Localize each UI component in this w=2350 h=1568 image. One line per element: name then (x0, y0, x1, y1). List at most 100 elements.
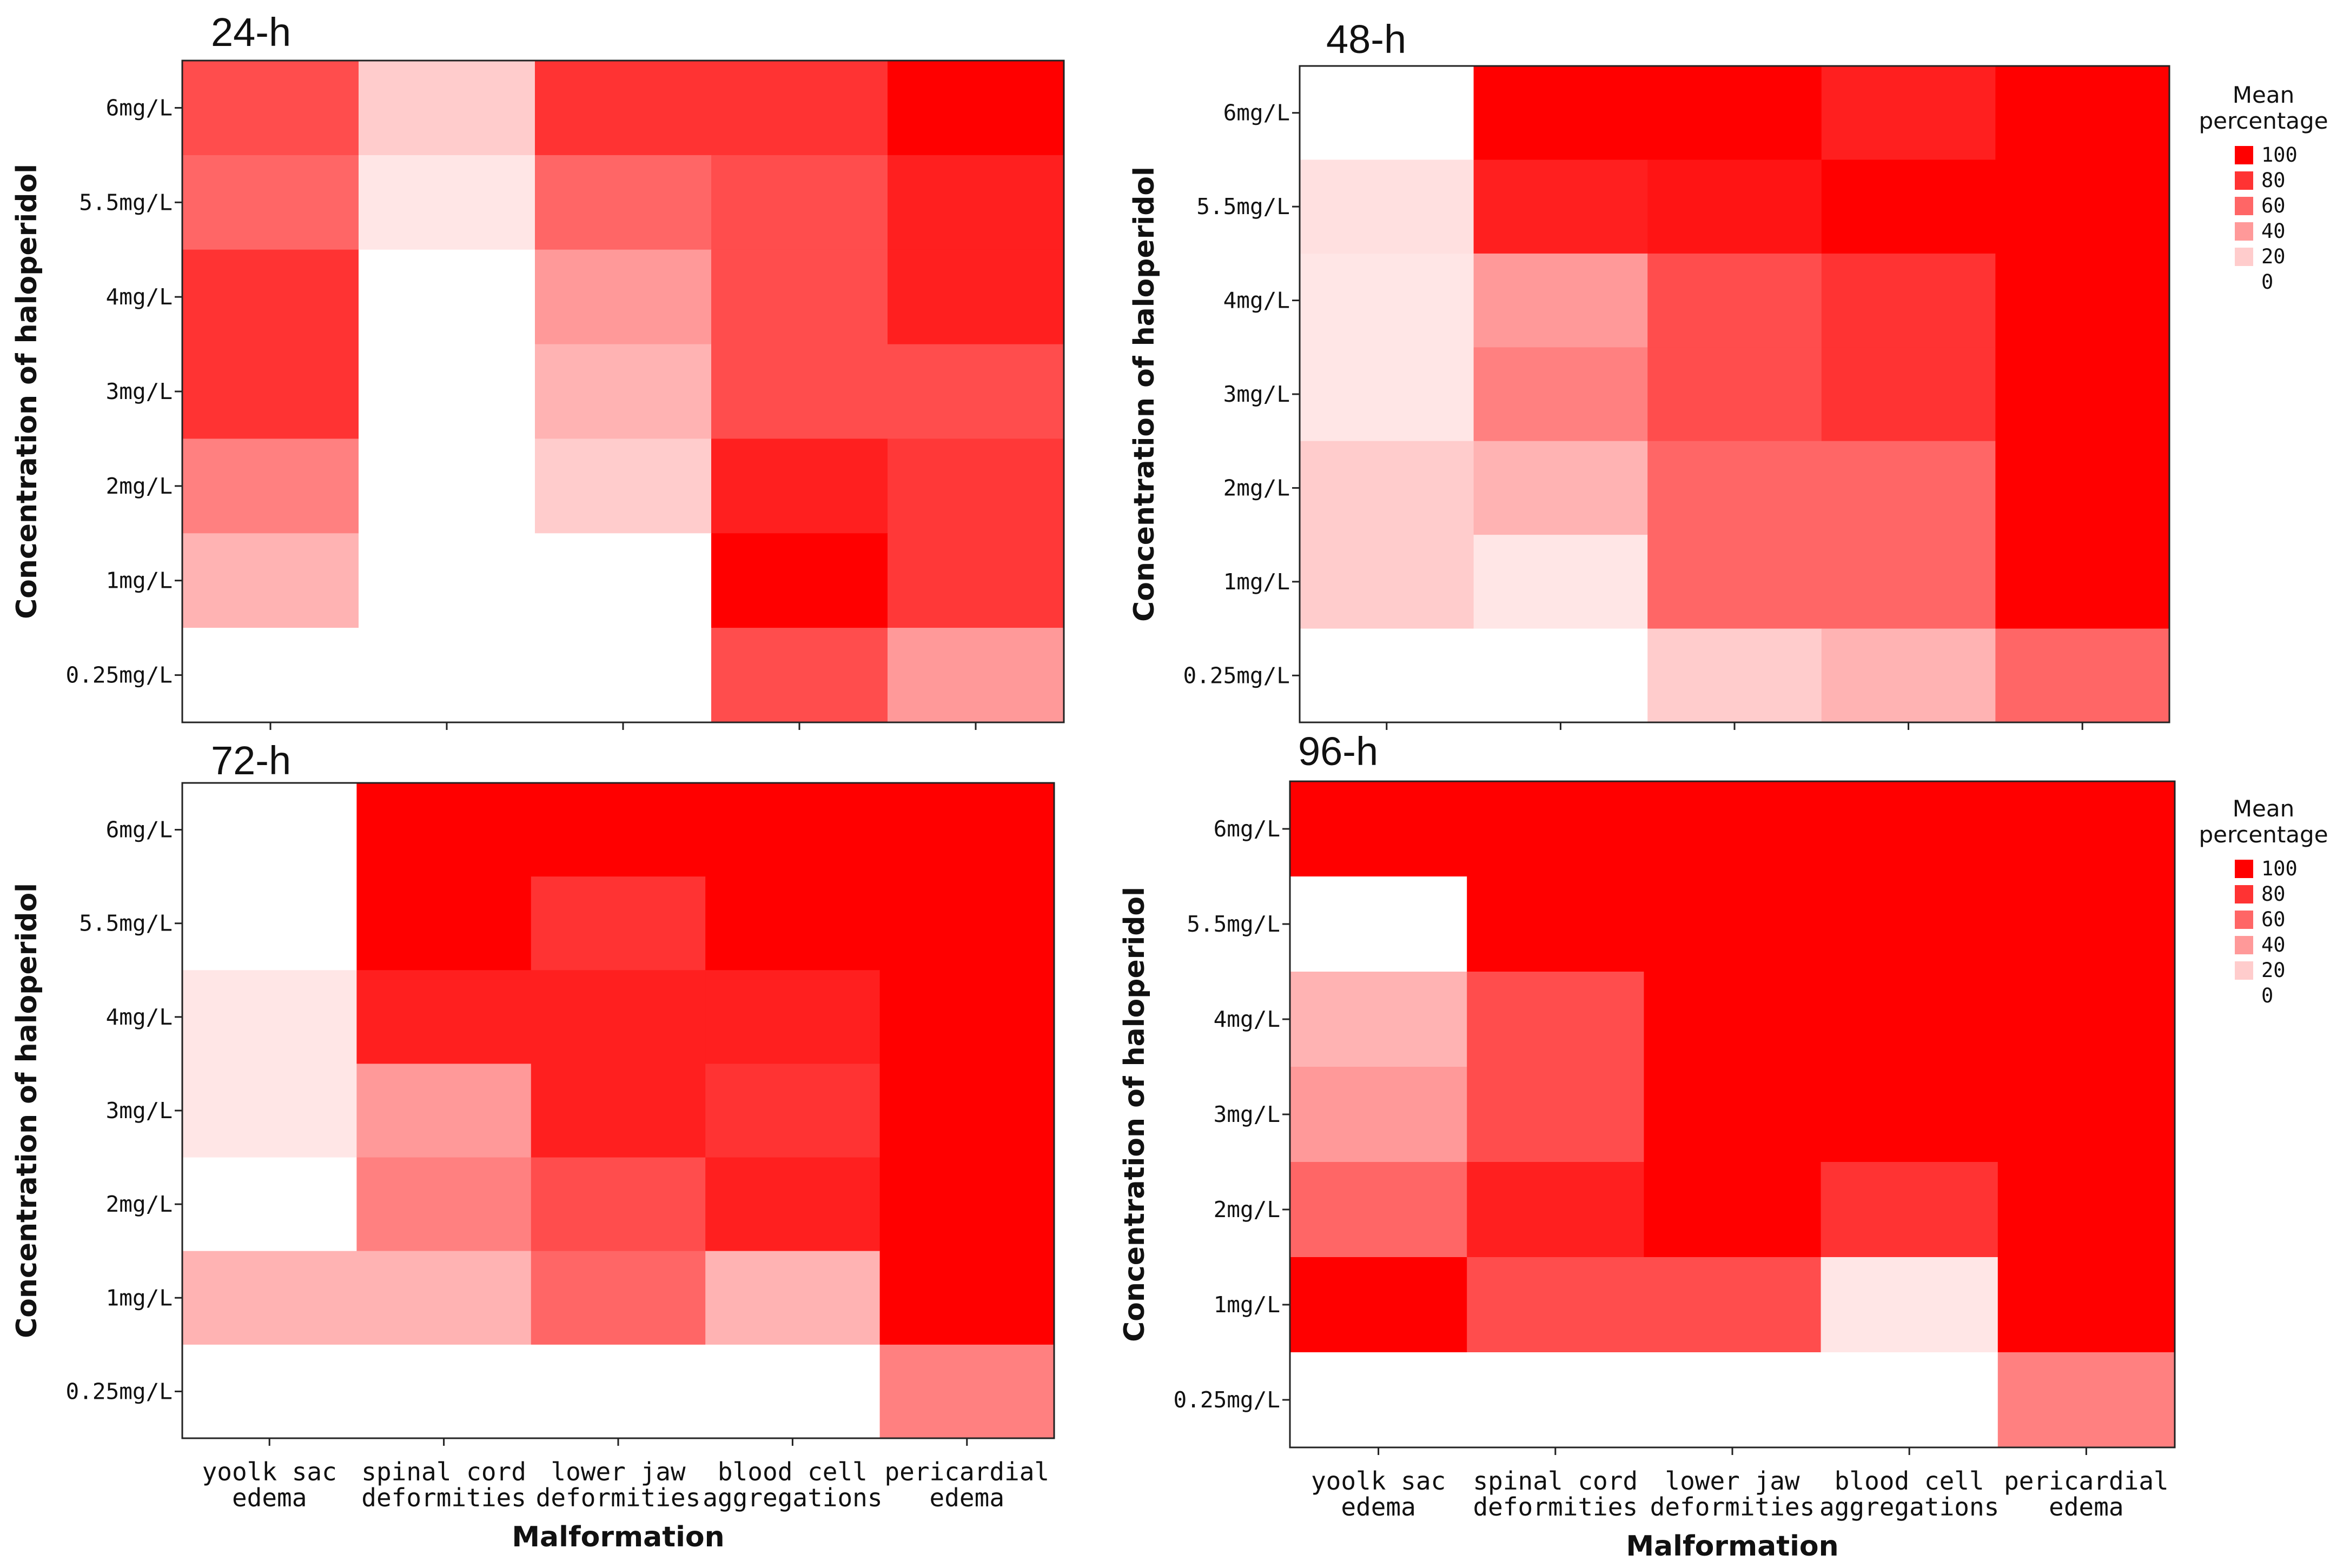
heatmap-cell (182, 1064, 357, 1158)
heatmap-cell (1473, 441, 1648, 535)
heatmap-cell (1473, 347, 1648, 442)
heatmap-cell (1290, 972, 1467, 1067)
heatmap-cell (359, 344, 535, 440)
heatmap-cell (535, 249, 712, 345)
heatmap-cell (182, 155, 359, 250)
heatmap-cell (1644, 972, 1822, 1067)
heatmap-cell (705, 1157, 881, 1252)
heatmap-cell (879, 1251, 1055, 1345)
heatmap-cell (1821, 1067, 1998, 1162)
heatmap-cell (888, 249, 1064, 345)
heatmap-cell (1300, 253, 1474, 348)
panel-title: 48-h (1326, 17, 1406, 62)
heatmap-cell (1821, 1352, 1998, 1448)
heatmap-cell (711, 628, 888, 723)
heatmap-cell (359, 533, 535, 628)
legend-swatch (2235, 961, 2253, 980)
y-tick-label: 3mg/L (1223, 381, 1290, 407)
heatmap-cell (1821, 781, 1998, 877)
heatmap-cell (356, 1157, 532, 1252)
heatmap-cell (356, 970, 532, 1064)
heatmap-cell (1995, 347, 2170, 442)
heatmap-cell (1821, 1162, 1998, 1258)
panel-title: 72-h (211, 738, 291, 783)
legend-label: 40 (2261, 220, 2286, 243)
legend-title: Mean (2233, 795, 2294, 822)
heatmap-cell (359, 249, 535, 345)
legend-label: 60 (2261, 194, 2286, 217)
y-tick-label: 4mg/L (106, 284, 173, 310)
heatmap-cell (1290, 1257, 1467, 1353)
heatmap-cell (182, 628, 359, 723)
y-tick-label: 2mg/L (1214, 1197, 1280, 1222)
heatmap-cell (711, 533, 888, 628)
heatmap-cell (1644, 1352, 1822, 1448)
y-tick-label: 4mg/L (106, 1004, 173, 1030)
heatmap-cell (1473, 253, 1648, 348)
heatmap-cell (1290, 781, 1467, 877)
heatmap-cell (1821, 160, 1996, 254)
heatmap-cell (356, 876, 532, 971)
heatmap-cell (1995, 441, 2170, 535)
y-tick-label: 5.5mg/L (79, 189, 173, 215)
heatmap-cell (1997, 972, 2175, 1067)
heatmap-cell (1300, 160, 1474, 254)
legend-swatch (2235, 936, 2253, 954)
y-tick-label: 0.25mg/L (66, 1378, 173, 1404)
heatmap-cell (1300, 535, 1474, 629)
heatmap-cell (1821, 253, 1996, 348)
legend-label: 20 (2261, 959, 2286, 982)
heatmap-cell (1644, 1067, 1822, 1162)
heatmap-cell (531, 1344, 706, 1439)
heatmap-cell (1647, 66, 1822, 160)
heatmap-cell (1473, 66, 1648, 160)
heatmap-cell (359, 155, 535, 250)
y-tick-label: 0.25mg/L (1174, 1387, 1280, 1413)
legend-title: Mean (2233, 82, 2294, 108)
heatmap-cell (1644, 1162, 1822, 1258)
legend-swatch (2235, 248, 2253, 266)
legend-title: percentage (2199, 108, 2328, 134)
heatmap-cell (531, 1157, 706, 1252)
legend-swatch (2235, 860, 2253, 878)
legend-swatch (2235, 171, 2253, 190)
y-tick-label: 0.25mg/L (66, 662, 173, 688)
y-tick-label: 3mg/L (106, 378, 173, 404)
legend-label: 40 (2261, 933, 2286, 956)
heatmap-cell (182, 783, 357, 877)
heatmap-cell (1821, 1257, 1998, 1353)
legend-swatch (2235, 987, 2253, 1005)
x-tick-label: yoolk sac edema (202, 1457, 337, 1512)
heatmap-cell (879, 1344, 1055, 1439)
heatmap-cell (1821, 876, 1998, 972)
legend-label: 20 (2261, 245, 2286, 268)
heatmap-cell (182, 876, 357, 971)
x-tick-label: spinal cord deformities (361, 1457, 526, 1512)
heatmap-cell (1995, 535, 2170, 629)
y-tick-label: 4mg/L (1214, 1006, 1280, 1032)
y-tick-label: 6mg/L (1214, 816, 1280, 842)
heatmap-cell (1644, 781, 1822, 877)
heatmap-cell (1821, 972, 1998, 1067)
x-tick-label: blood cell aggregations (1819, 1466, 1999, 1522)
legend-label: 0 (2261, 270, 2273, 294)
heatmap-cell (1467, 1067, 1644, 1162)
heatmap-cell (1647, 253, 1822, 348)
heatmap-cell (711, 155, 888, 250)
y-axis-title: Concentration of haloperidol (11, 164, 43, 619)
heatmap-cell (1644, 876, 1822, 972)
heatmap-cell (879, 783, 1055, 877)
heatmap-cell (182, 1344, 357, 1439)
heatmap-cell (1995, 66, 2170, 160)
heatmap-cell (535, 533, 712, 628)
heatmap-cell (879, 970, 1055, 1064)
heatmap-cell (535, 155, 712, 250)
heatmap-cell (1644, 1257, 1822, 1353)
y-tick-label: 3mg/L (106, 1098, 173, 1124)
heatmap-cell (356, 783, 532, 877)
heatmap-cell (705, 1344, 881, 1439)
heatmap-cell (182, 970, 357, 1064)
legend-label: 80 (2261, 882, 2286, 906)
heatmap-cell (182, 61, 359, 156)
